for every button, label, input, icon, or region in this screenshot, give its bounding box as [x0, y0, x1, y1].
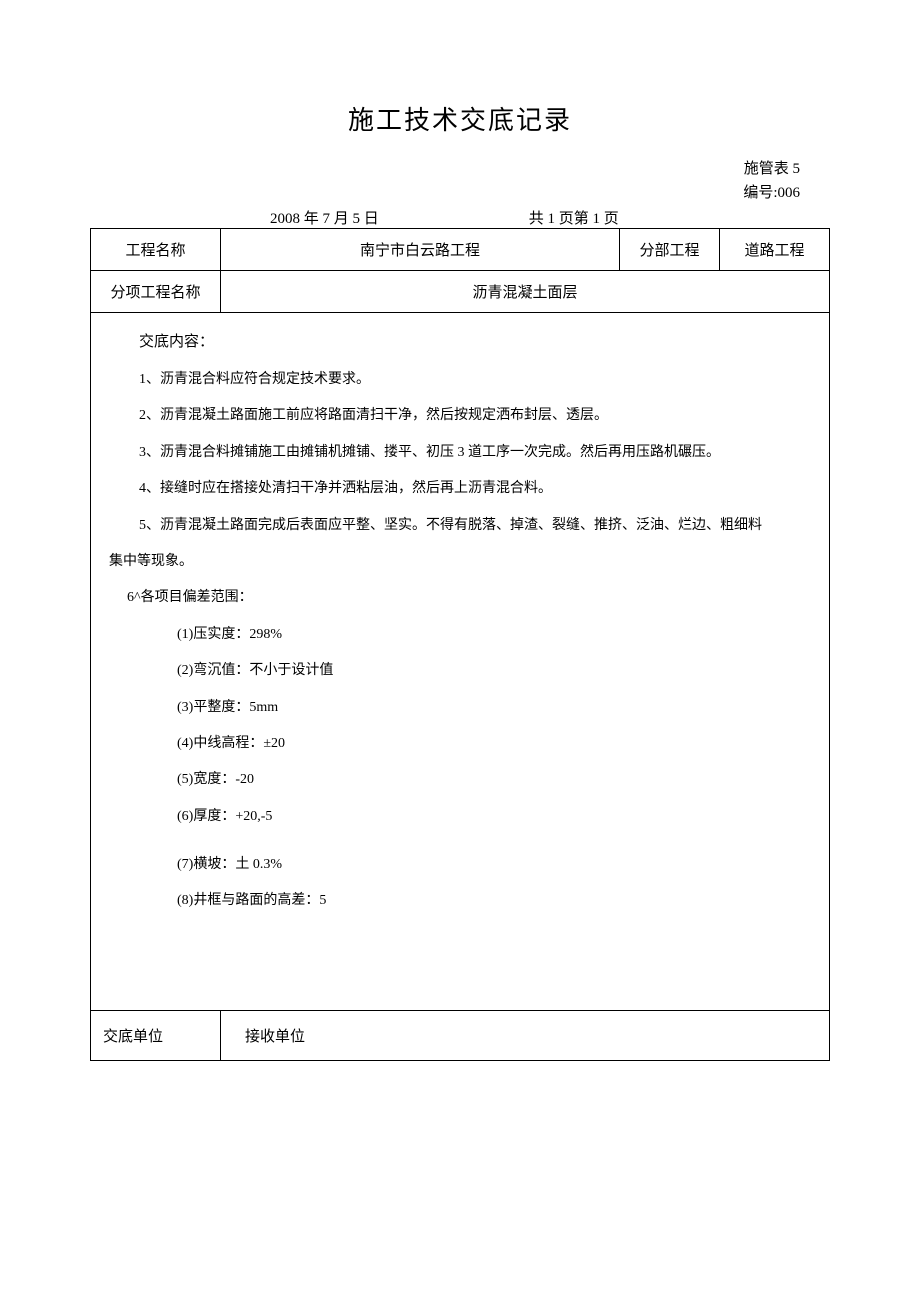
content-item-5-line2: 集中等现象。 — [109, 544, 811, 580]
content-item-2: 2、沥青混凝土路面施工前应将路面清扫干净，然后按规定洒布封层、透层。 — [109, 398, 811, 434]
table-row: 工程名称 南宁市白云路工程 分部工程 道路工程 — [91, 229, 830, 271]
subitem-label-cell: 分项工程名称 — [91, 271, 221, 313]
receiver-label: 接收单位 — [233, 1029, 305, 1045]
sender-label-cell: 交底单位 — [91, 1010, 221, 1060]
content-heading: 交底内容： — [109, 323, 811, 362]
meta-row: 2008 年 7 月 5 日 共 1 页第 1 页 — [90, 207, 830, 228]
content-cell: 交底内容： 1、沥青混合料应符合规定技术要求。 2、沥青混凝土路面施工前应将路面… — [91, 313, 830, 1011]
receiver-cell: 接收单位 — [221, 1010, 830, 1060]
table-row: 分项工程名称 沥青混凝土面层 — [91, 271, 830, 313]
deviation-heading: 6^各项目偏差范围： — [109, 580, 811, 616]
section-value-cell: 道路工程 — [720, 229, 830, 271]
table-row: 交底内容： 1、沥青混合料应符合规定技术要求。 2、沥青混凝土路面施工前应将路面… — [91, 313, 830, 1011]
deviation-item-4: (4)中线高程：±20 — [109, 726, 811, 762]
project-name-cell: 南宁市白云路工程 — [221, 229, 620, 271]
content-item-1: 1、沥青混合料应符合规定技术要求。 — [109, 362, 811, 398]
date-text: 2008 年 7 月 5 日 — [270, 207, 379, 228]
document-title: 施工技术交底记录 — [90, 100, 830, 137]
table-row: 交底单位 接收单位 — [91, 1010, 830, 1060]
main-table: 工程名称 南宁市白云路工程 分部工程 道路工程 分项工程名称 沥青混凝土面层 交… — [90, 228, 830, 1061]
deviation-item-1: (1)压实度：298% — [109, 617, 811, 653]
subitem-value-cell: 沥青混凝土面层 — [221, 271, 830, 313]
content-item-5-line1: 5、沥青混凝土路面完成后表面应平整、坚实。不得有脱落、掉渣、裂缝、推挤、泛油、烂… — [109, 508, 811, 544]
deviation-item-3: (3)平整度：5mm — [109, 690, 811, 726]
deviation-item-7: (7)横坡：土 0.3% — [109, 847, 811, 883]
page-info-text: 共 1 页第 1 页 — [529, 207, 619, 228]
content-item-3: 3、沥青混合料摊铺施工由摊铺机摊铺、搂平、初压 3 道工序一次完成。然后再用压路… — [109, 435, 811, 471]
deviation-item-8: (8)井框与路面的高差：5 — [109, 883, 811, 919]
deviation-item-6: (6)厚度：+20,-5 — [109, 799, 811, 835]
project-label-cell: 工程名称 — [91, 229, 221, 271]
deviation-item-5: (5)宽度：-20 — [109, 762, 811, 798]
content-inner: 交底内容： 1、沥青混合料应符合规定技术要求。 2、沥青混凝土路面施工前应将路面… — [91, 313, 829, 1010]
content-item-4: 4、接缝时应在搭接处清扫干净并洒粘层油，然后再上沥青混合料。 — [109, 471, 811, 507]
serial-number: 编号:006 — [90, 181, 800, 205]
header-right-block: 施管表 5 编号:006 — [90, 157, 830, 205]
form-code: 施管表 5 — [90, 157, 800, 181]
section-label-cell: 分部工程 — [620, 229, 720, 271]
deviation-item-2: (2)弯沉值：不小于设计值 — [109, 653, 811, 689]
